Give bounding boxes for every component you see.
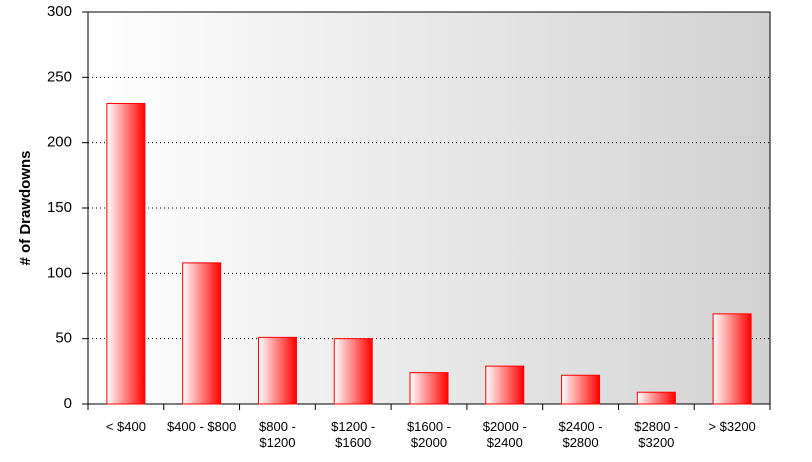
- bar: [106, 102, 146, 405]
- y-tick-label: 50: [55, 330, 72, 347]
- x-tick-label: $400 - $800: [166, 419, 237, 434]
- y-tick-label: 300: [47, 3, 72, 20]
- x-tick-label: $2800 - $3200: [634, 419, 679, 450]
- x-tick-label: $1600 - $2000: [406, 419, 452, 450]
- bar: [182, 262, 222, 405]
- y-axis-label: # of Drawdowns: [17, 150, 34, 265]
- x-tick-label: $2000 - $2400: [482, 419, 527, 450]
- bar: [561, 374, 601, 405]
- y-tick-label: 250: [47, 68, 72, 85]
- x-tick-label: $800 - $1200: [259, 419, 296, 450]
- x-tick-label: $1200 - $1600: [331, 419, 376, 450]
- x-tick-label: < $400: [105, 419, 146, 434]
- bar: [333, 338, 373, 405]
- bar: [636, 391, 676, 405]
- y-tick-label: 100: [47, 264, 72, 281]
- x-tick-label: > $3200: [708, 419, 756, 434]
- bar: [485, 365, 525, 405]
- bar: [712, 313, 752, 405]
- x-tick-label: $2400 - $2800: [558, 419, 603, 450]
- y-tick-label: 0: [64, 395, 72, 412]
- y-tick-label: 150: [47, 199, 72, 216]
- bar: [409, 372, 449, 405]
- y-tick-label: 200: [47, 134, 72, 151]
- bar: [257, 336, 297, 405]
